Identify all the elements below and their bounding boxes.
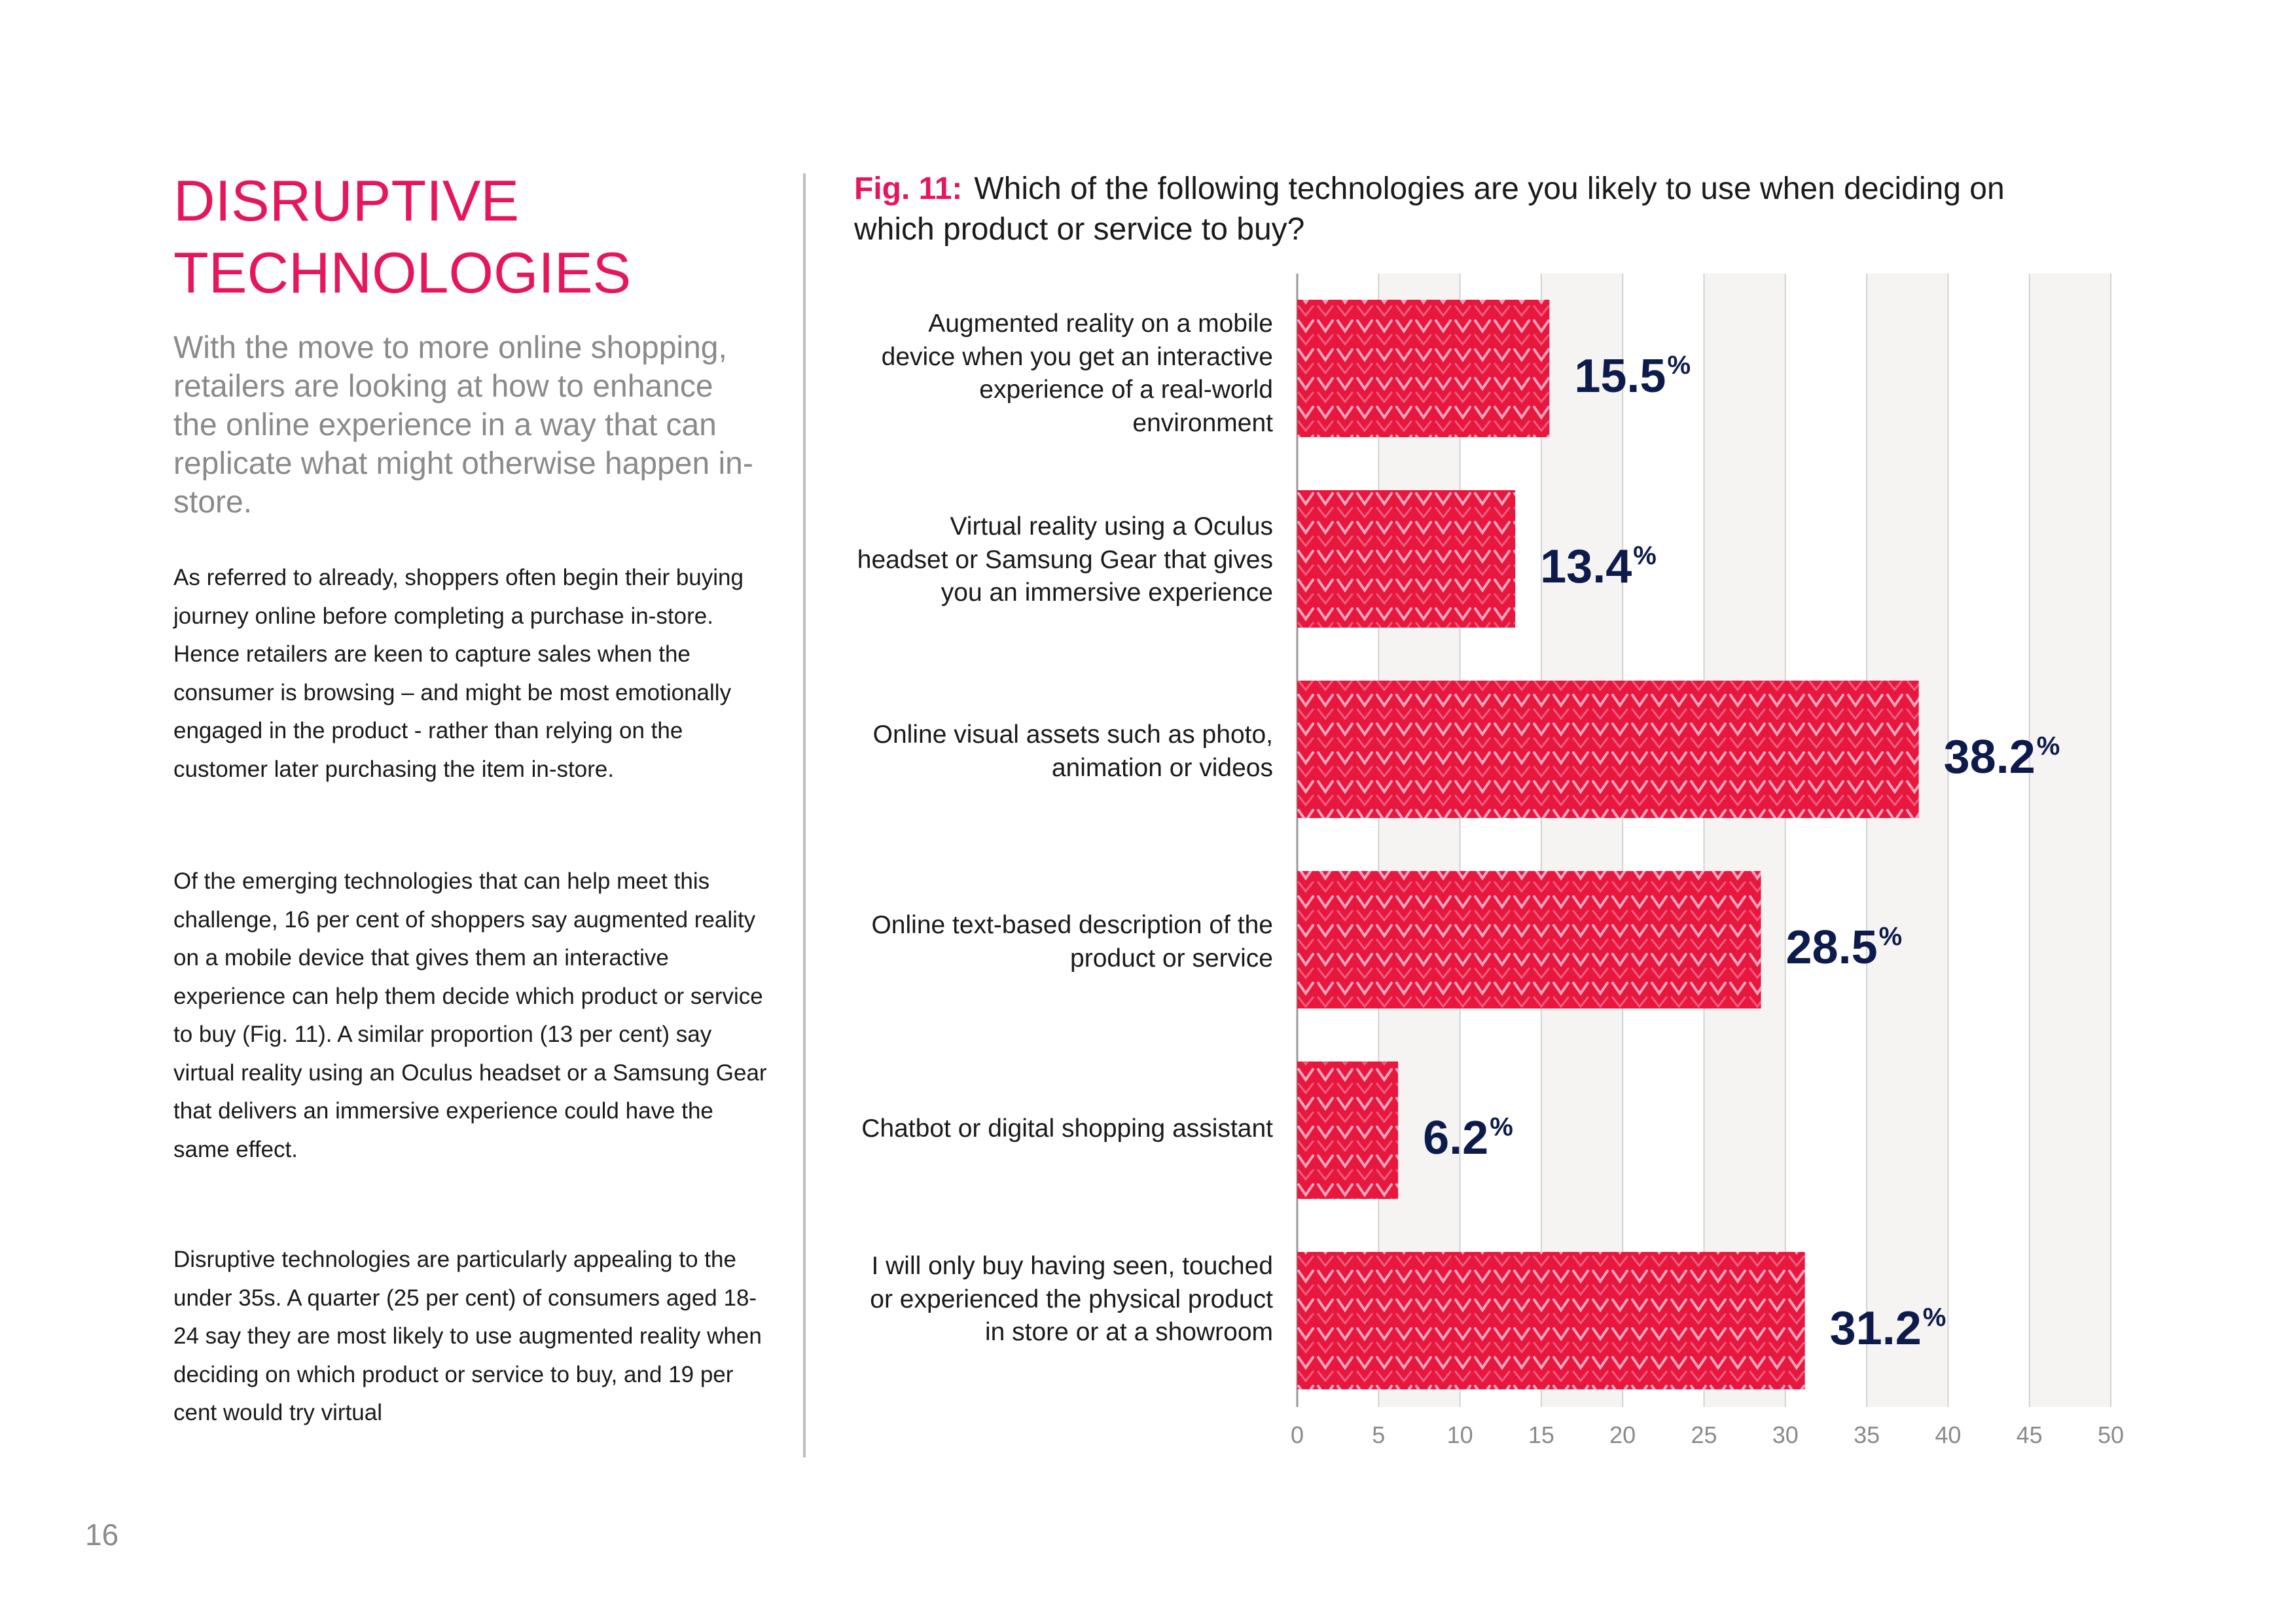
value-label: 38.2% — [1943, 731, 2060, 783]
x-tick-label: 50 — [2097, 1421, 2125, 1448]
grid-band — [1704, 274, 1785, 1407]
value-label: 13.4% — [1540, 541, 1657, 593]
page-number: 16 — [85, 1518, 119, 1552]
x-tick-label: 20 — [1609, 1421, 1636, 1448]
grid-band — [1378, 274, 1460, 1407]
bar — [1297, 871, 1761, 1008]
value-label: 28.5% — [1785, 921, 1903, 974]
x-tick-label: 45 — [2016, 1421, 2043, 1448]
category-label: Chatbot or digital shopping assistant — [861, 1115, 1273, 1143]
bar — [1297, 1252, 1805, 1389]
grid-band — [1867, 274, 1948, 1407]
category-label: Augmented reality on a mobile device whe… — [881, 310, 1273, 437]
bar — [1297, 681, 1919, 818]
x-tick-label: 30 — [1772, 1421, 1799, 1448]
category-label: Online visual assets such as photo, anim… — [872, 721, 1273, 782]
category-label: Online text-based description of the pro… — [871, 911, 1273, 972]
x-tick-label: 0 — [1290, 1421, 1304, 1448]
category-label: Virtual reality using a Oculus headset o… — [857, 512, 1273, 607]
value-label: 31.2% — [1829, 1302, 1946, 1355]
bar — [1297, 490, 1516, 628]
x-tick-label: 15 — [1528, 1421, 1554, 1448]
x-tick-label: 25 — [1691, 1421, 1717, 1448]
grid-band — [2029, 274, 2111, 1407]
x-tick-label: 5 — [1372, 1421, 1386, 1448]
value-label: 6.2% — [1423, 1112, 1513, 1164]
x-tick-label: 40 — [1935, 1421, 1962, 1448]
bar — [1297, 1061, 1399, 1199]
body-paragraph-1: As referred to already, shoppers often b… — [173, 565, 744, 782]
chart-grid — [1296, 274, 2111, 1407]
x-tick-label: 10 — [1446, 1421, 1473, 1448]
figure-label: Fig. 11: — [854, 171, 963, 206]
body-paragraph-3: Disruptive technologies are particularly… — [173, 1247, 762, 1425]
grid-band — [1541, 274, 1623, 1407]
value-label: 15.5% — [1574, 350, 1691, 402]
body-paragraph-2: Of the emerging technologies that can he… — [173, 868, 767, 1162]
page-title-line1: DISRUPTIVE — [173, 168, 520, 233]
x-tick-label: 35 — [1854, 1421, 1880, 1448]
chart-title: Which of the following technologies are … — [854, 171, 2005, 247]
chart-bars — [1297, 300, 1919, 1389]
page-title-line2: TECHNOLOGIES — [173, 240, 632, 305]
bar — [1297, 300, 1550, 437]
category-label: I will only buy having seen, touched or … — [870, 1252, 1273, 1346]
intro-text: With the move to more online shopping, r… — [173, 330, 753, 520]
figure-caption: Fig. 11: Which of the following technolog… — [854, 169, 2019, 250]
column-divider — [803, 173, 806, 1457]
